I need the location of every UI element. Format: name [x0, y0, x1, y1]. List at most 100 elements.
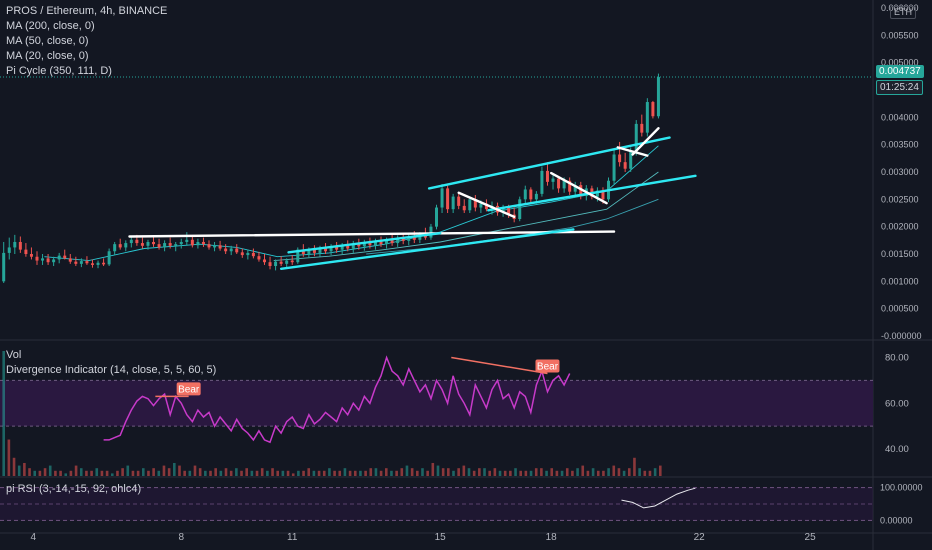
- candle-body: [35, 256, 39, 261]
- volume-bar: [152, 468, 155, 476]
- currency-badge[interactable]: ETH: [890, 6, 916, 19]
- candle-body: [634, 123, 638, 152]
- divergence-tick-label: 60.00: [885, 398, 909, 409]
- volume-bar: [224, 468, 228, 476]
- bear-divergence-line: [451, 356, 548, 375]
- candle-body: [113, 244, 117, 252]
- volume-bar: [147, 470, 150, 476]
- time-tick-label: 15: [435, 532, 447, 543]
- price-tick-label: 0.005000: [881, 58, 919, 68]
- candle-body: [74, 261, 78, 264]
- price-tick-label: 0.001000: [881, 276, 919, 286]
- volume-bar: [281, 470, 285, 476]
- candle-body: [68, 258, 72, 262]
- volume-bar: [266, 470, 269, 476]
- rsi-band: [0, 380, 873, 427]
- volume-bar: [581, 465, 585, 476]
- candle-body: [201, 241, 205, 245]
- volume-bar: [483, 468, 486, 476]
- bear-label-box: [535, 359, 560, 373]
- volume-bar: [441, 468, 445, 476]
- candle-body: [523, 189, 527, 200]
- time-tick-label: 4: [31, 532, 37, 543]
- volume-bar: [405, 465, 409, 476]
- candle-body: [296, 249, 300, 263]
- pi-rsi-tick-label: 100.00000: [880, 483, 923, 493]
- volume-bar: [162, 465, 166, 476]
- volume-bar: [271, 468, 274, 476]
- candle-body: [629, 151, 633, 169]
- candle-body: [329, 246, 333, 252]
- candle-body: [102, 262, 106, 265]
- candle-body: [479, 203, 483, 208]
- volume-bar: [17, 465, 21, 476]
- price-tick-label: 0.006000: [881, 3, 919, 13]
- candle-body: [557, 178, 561, 189]
- volume-bar: [519, 470, 523, 476]
- volume-bar: [400, 468, 404, 476]
- volume-bar: [33, 470, 37, 476]
- volume-bar: [622, 470, 626, 476]
- volume-bar: [28, 468, 31, 476]
- candle-body: [129, 239, 133, 244]
- main-legend: PROS / Ethereum, 4h, BINANCE MA (200, cl…: [6, 4, 167, 79]
- candle-body: [368, 242, 372, 246]
- time-tick-label: 25: [805, 532, 817, 543]
- volume-bar: [353, 470, 357, 476]
- candle-body: [573, 185, 577, 192]
- volume-bar: [410, 468, 414, 476]
- candle-body: [451, 196, 455, 210]
- candle-body: [529, 189, 533, 200]
- candle-body: [407, 236, 411, 241]
- candle-body: [501, 208, 505, 213]
- trendline: [457, 191, 516, 219]
- candle-body: [390, 240, 394, 244]
- trendline: [279, 228, 575, 270]
- price-tick-label: -0.000000: [881, 331, 922, 341]
- candle-body: [246, 252, 250, 256]
- volume-bar: [576, 468, 579, 476]
- volume-bar: [322, 470, 326, 476]
- candle-body: [13, 241, 17, 248]
- candle-body: [595, 190, 599, 197]
- candle-body: [379, 241, 383, 245]
- price-tick-label: 0.000500: [881, 304, 919, 314]
- volume-bar: [478, 468, 481, 476]
- volume-bar: [514, 468, 517, 476]
- volume-bar: [524, 470, 528, 476]
- candle-body: [240, 252, 244, 256]
- volume-bar: [116, 470, 119, 476]
- volume-bar: [653, 468, 657, 476]
- volume-bar: [291, 473, 295, 476]
- symbol-title: PROS / Ethereum, 4h, BINANCE: [6, 5, 168, 17]
- volume-bar: [302, 470, 305, 476]
- volume-bar: [126, 465, 130, 476]
- candle-body: [601, 190, 605, 200]
- volume-bar: [498, 470, 502, 476]
- volume-bar: [384, 468, 388, 476]
- candle-body: [301, 249, 305, 254]
- candle-body: [651, 102, 655, 117]
- candle-body: [57, 255, 61, 260]
- candle-body: [274, 261, 278, 267]
- candle-body: [518, 199, 522, 220]
- volume-bar: [395, 470, 398, 476]
- candle-body: [46, 258, 50, 263]
- trendline: [631, 127, 660, 156]
- volume-bar: [173, 462, 176, 476]
- candle-body: [135, 239, 139, 244]
- candle-body: [545, 170, 549, 182]
- candle-body: [251, 252, 255, 257]
- volume-bar: [307, 468, 311, 476]
- candle-body: [346, 245, 350, 249]
- candle-body: [285, 260, 289, 264]
- volume-bar: [658, 465, 662, 476]
- volume-bar: [276, 470, 280, 476]
- volume-bar: [297, 470, 300, 476]
- trendline: [487, 174, 697, 212]
- volume-bar: [69, 470, 73, 476]
- volume-bar: [633, 457, 636, 476]
- candle-body: [268, 262, 272, 267]
- candle-body: [640, 123, 644, 133]
